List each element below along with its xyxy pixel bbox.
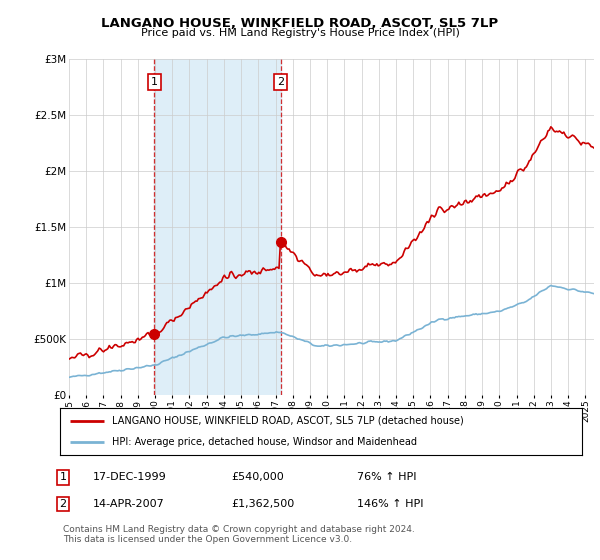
- Text: 76% ↑ HPI: 76% ↑ HPI: [357, 472, 416, 482]
- Text: 14-APR-2007: 14-APR-2007: [93, 499, 165, 509]
- Text: LANGANO HOUSE, WINKFIELD ROAD, ASCOT, SL5 7LP: LANGANO HOUSE, WINKFIELD ROAD, ASCOT, SL…: [101, 17, 499, 30]
- Text: 17-DEC-1999: 17-DEC-1999: [93, 472, 167, 482]
- Text: Price paid vs. HM Land Registry's House Price Index (HPI): Price paid vs. HM Land Registry's House …: [140, 28, 460, 38]
- Text: 146% ↑ HPI: 146% ↑ HPI: [357, 499, 424, 509]
- Bar: [154, 59, 281, 395]
- Text: 2: 2: [277, 77, 284, 87]
- Text: 1: 1: [59, 472, 67, 482]
- Text: Contains HM Land Registry data © Crown copyright and database right 2024.
This d: Contains HM Land Registry data © Crown c…: [63, 525, 415, 544]
- Text: LANGANO HOUSE, WINKFIELD ROAD, ASCOT, SL5 7LP (detached house): LANGANO HOUSE, WINKFIELD ROAD, ASCOT, SL…: [112, 416, 464, 426]
- Text: 2: 2: [59, 499, 67, 509]
- Text: £540,000: £540,000: [231, 472, 284, 482]
- Text: £1,362,500: £1,362,500: [231, 499, 294, 509]
- Text: HPI: Average price, detached house, Windsor and Maidenhead: HPI: Average price, detached house, Wind…: [112, 437, 417, 447]
- Text: 1: 1: [151, 77, 158, 87]
